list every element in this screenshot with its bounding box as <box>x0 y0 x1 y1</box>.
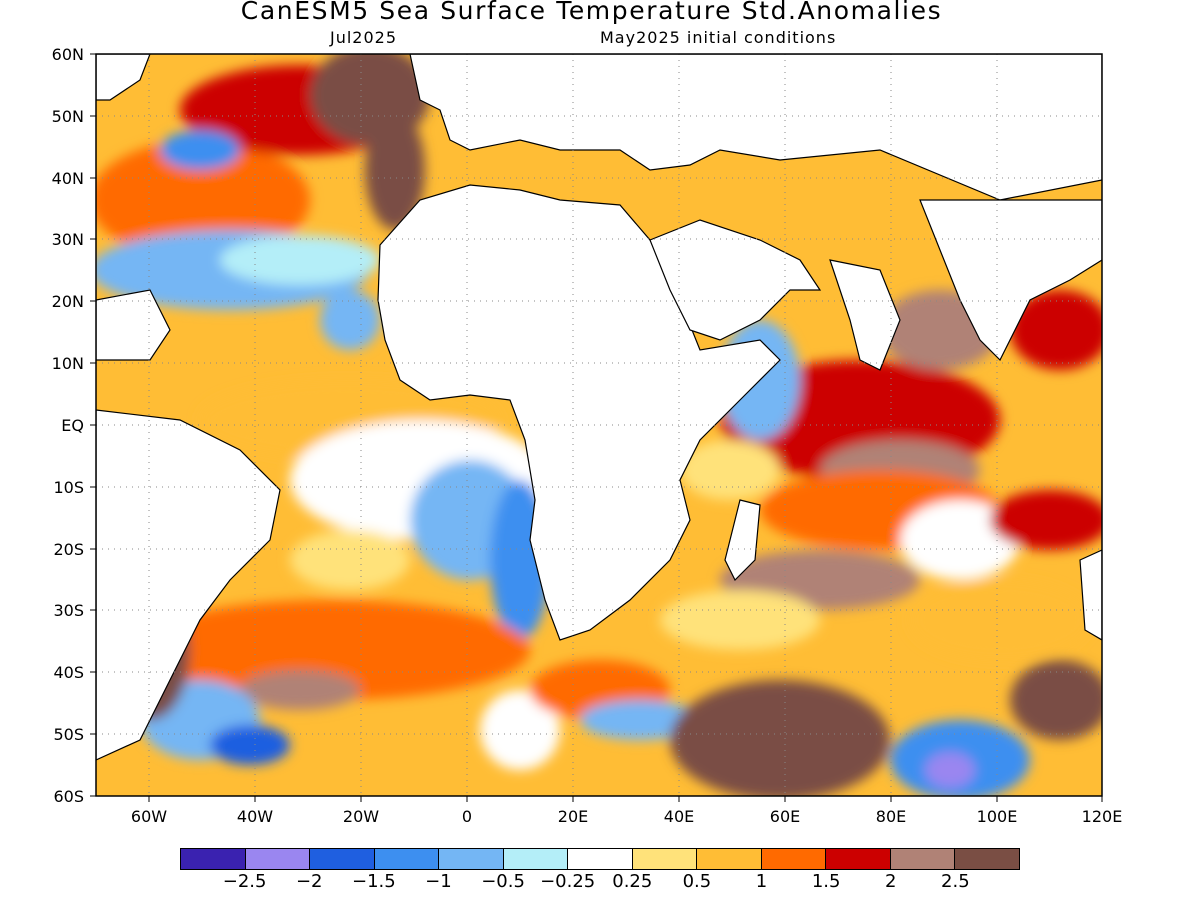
lon-label: 0 <box>462 807 472 826</box>
lon-label: 20E <box>558 807 588 826</box>
lon-label: 80E <box>876 807 906 826</box>
colorbar-swatch <box>697 849 762 869</box>
lon-label: 60W <box>131 807 167 826</box>
colorbar-swatch <box>761 849 827 869</box>
lat-label: 30S <box>53 601 84 620</box>
colorbar-swatch <box>245 849 311 869</box>
lat-label: 30N <box>52 230 84 249</box>
anomaly-map: 60N 50N 40N 30N 20N 10N EQ 10S 20S 30S 4… <box>52 45 1123 826</box>
lon-label: 40W <box>237 807 273 826</box>
lon-label: 20W <box>343 807 379 826</box>
lat-label: 20S <box>53 540 84 559</box>
colorbar-swatch <box>955 849 1019 869</box>
colorbar-swatch <box>310 849 375 869</box>
coastlines <box>96 54 1102 761</box>
lat-label: EQ <box>61 416 84 435</box>
colorbar-label: 1 <box>755 871 768 892</box>
colorbar <box>180 848 1020 870</box>
map-title: CanESM5 Sea Surface Temperature Std.Anom… <box>240 0 943 25</box>
colorbar-label: −0.25 <box>540 871 596 892</box>
colorbar-swatch <box>568 849 633 869</box>
lat-label: 60S <box>53 787 84 806</box>
colorbar-label: −2 <box>295 871 323 892</box>
tick-marks <box>90 53 1103 802</box>
lon-labels: 60W 40W 20W 0 20E 40E 60E 80E 100E 120E <box>131 807 1122 826</box>
valid-month: Jul2025 <box>330 28 398 47</box>
colorbar-swatch <box>181 849 246 869</box>
colorbar-label: −1 <box>425 871 452 892</box>
colorbar-label: 2.5 <box>941 871 970 892</box>
colorbar-swatch <box>503 849 569 869</box>
lat-label: 60N <box>52 45 84 64</box>
lat-label: 10S <box>53 478 84 497</box>
colorbar-label: 0.25 <box>612 871 653 892</box>
init-conditions: May2025 initial conditions <box>600 28 837 47</box>
lat-label: 50S <box>53 725 84 744</box>
lat-label: 40S <box>53 663 84 682</box>
lat-label: 10N <box>52 354 84 373</box>
colorbar-label: −0.5 <box>481 871 525 892</box>
lat-label: 40N <box>52 169 84 188</box>
colorbar-swatch <box>439 849 504 869</box>
colorbar-label: −1.5 <box>351 871 396 892</box>
colorbar-label: 2 <box>885 871 897 892</box>
colorbar-swatch <box>826 849 891 869</box>
lon-label: 100E <box>977 807 1018 826</box>
gridlines <box>96 54 1102 796</box>
colorbar-swatch <box>374 849 440 869</box>
colorbar-swatch <box>632 849 698 869</box>
lon-label: 60E <box>770 807 800 826</box>
lat-label: 50N <box>52 107 84 126</box>
colorbar-label: 0.5 <box>682 871 712 892</box>
colorbar-label: 1.5 <box>811 871 841 892</box>
lat-labels: 60N 50N 40N 30N 20N 10N EQ 10S 20S 30S 4… <box>52 45 84 806</box>
colorbar-label: −2.5 <box>222 871 267 892</box>
lon-label: 40E <box>664 807 694 826</box>
lon-label: 120E <box>1082 807 1123 826</box>
anomaly-field <box>96 54 1102 796</box>
lat-label: 20N <box>52 292 84 311</box>
colorbar-swatch <box>890 849 956 869</box>
